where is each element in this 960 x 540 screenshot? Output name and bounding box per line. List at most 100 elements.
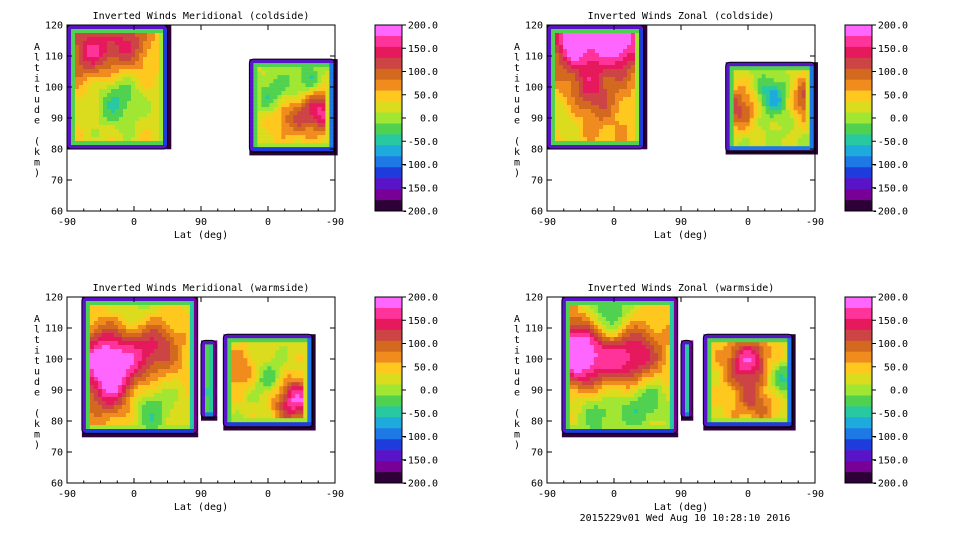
contour-cell bbox=[239, 342, 244, 347]
contour-cell bbox=[813, 118, 818, 123]
contour-cell bbox=[149, 381, 155, 386]
contour-cell bbox=[805, 66, 810, 71]
contour-cell bbox=[79, 73, 84, 78]
contour-cell bbox=[595, 85, 600, 90]
contour-cell bbox=[163, 133, 168, 138]
contour-cell bbox=[89, 409, 95, 414]
contour-cell bbox=[107, 53, 112, 58]
contour-cell bbox=[109, 309, 115, 314]
contour-cell bbox=[213, 412, 218, 417]
contour-cell bbox=[635, 65, 640, 70]
contour-cell bbox=[135, 101, 140, 106]
contour-cell bbox=[137, 297, 143, 302]
contour-cell bbox=[153, 321, 159, 326]
contour-cell bbox=[173, 345, 179, 350]
contour-cell bbox=[177, 325, 183, 330]
contour-cell bbox=[571, 101, 576, 106]
contour-cell bbox=[113, 333, 119, 338]
contour-cell bbox=[665, 341, 671, 346]
contour-cell bbox=[297, 123, 302, 128]
contour-cell bbox=[797, 102, 802, 107]
contour-cell bbox=[325, 135, 330, 140]
contour-cell bbox=[805, 102, 810, 107]
contour-cell bbox=[565, 353, 571, 358]
contour-cell bbox=[157, 425, 163, 430]
contour-cell bbox=[597, 305, 603, 310]
contour-cell bbox=[627, 85, 632, 90]
contour-cell bbox=[293, 91, 298, 96]
contour-cell bbox=[99, 49, 104, 54]
contour-cell bbox=[749, 98, 754, 103]
contour-cell bbox=[177, 333, 183, 338]
contour-cell bbox=[115, 133, 120, 138]
contour-cell bbox=[157, 329, 163, 334]
contour-cell bbox=[269, 59, 274, 64]
contour-cell bbox=[325, 75, 330, 80]
contour-cell bbox=[273, 63, 278, 68]
contour-cell bbox=[155, 101, 160, 106]
contour-cell bbox=[263, 370, 268, 375]
contour-cell bbox=[573, 309, 579, 314]
contour-cell bbox=[813, 102, 818, 107]
contour-cell bbox=[251, 354, 256, 359]
contour-cell bbox=[149, 421, 155, 426]
contour-cell bbox=[109, 401, 115, 406]
contour-cell bbox=[673, 321, 679, 326]
contour-cell bbox=[587, 57, 592, 62]
contour-cell bbox=[769, 134, 774, 139]
contour-cell bbox=[261, 99, 266, 104]
contour-cell bbox=[591, 117, 596, 122]
contour-cell bbox=[291, 414, 296, 419]
contour-cell bbox=[769, 130, 774, 135]
contour-cell bbox=[567, 33, 572, 38]
contour-cell bbox=[565, 313, 571, 318]
contour-cell bbox=[619, 65, 624, 70]
contour-cell bbox=[135, 137, 140, 142]
contour-cell bbox=[253, 99, 258, 104]
contour-cell bbox=[137, 429, 143, 434]
contour-cell bbox=[577, 317, 583, 322]
contour-cell bbox=[583, 41, 588, 46]
contour-cell bbox=[177, 425, 183, 430]
contour-cell bbox=[619, 133, 624, 138]
contour-cell bbox=[601, 333, 607, 338]
contour-cell bbox=[251, 370, 256, 375]
contour-cell bbox=[235, 354, 240, 359]
contour-cell bbox=[169, 349, 175, 354]
contour-cell bbox=[273, 135, 278, 140]
contour-cell bbox=[85, 349, 91, 354]
contour-cell bbox=[255, 418, 260, 423]
contour-cell bbox=[591, 69, 596, 74]
contour-cell bbox=[159, 69, 164, 74]
contour-cell bbox=[283, 358, 288, 363]
contour-cell bbox=[101, 401, 107, 406]
colorbar-swatch bbox=[375, 189, 402, 201]
contour-cell bbox=[173, 421, 179, 426]
contour-cell bbox=[579, 25, 584, 30]
contour-cell bbox=[291, 350, 296, 355]
contour-cell bbox=[295, 334, 300, 339]
contour-cell bbox=[249, 135, 254, 140]
contour-cell bbox=[587, 53, 592, 58]
contour-cell bbox=[309, 119, 314, 124]
contour-cell bbox=[329, 115, 334, 120]
contour-cell bbox=[305, 119, 310, 124]
colorbar-label: -150.0 bbox=[402, 455, 438, 466]
contour-cell bbox=[295, 386, 300, 391]
contour-cell bbox=[333, 115, 338, 120]
contour-cell bbox=[591, 73, 596, 78]
contour-cell bbox=[137, 349, 143, 354]
contour-cell bbox=[129, 349, 135, 354]
contour-cell bbox=[561, 325, 567, 330]
contour-cell bbox=[597, 341, 603, 346]
contour-cell bbox=[725, 86, 730, 91]
contour-cell bbox=[121, 301, 127, 306]
contour-cell bbox=[239, 422, 244, 427]
contour-cell bbox=[559, 125, 564, 130]
colorbar-swatch bbox=[845, 123, 872, 135]
contour-cell bbox=[205, 408, 210, 413]
contour-cell bbox=[87, 37, 92, 42]
contour-cell bbox=[637, 313, 643, 318]
contour-cell bbox=[147, 57, 152, 62]
contour-cell bbox=[333, 139, 338, 144]
